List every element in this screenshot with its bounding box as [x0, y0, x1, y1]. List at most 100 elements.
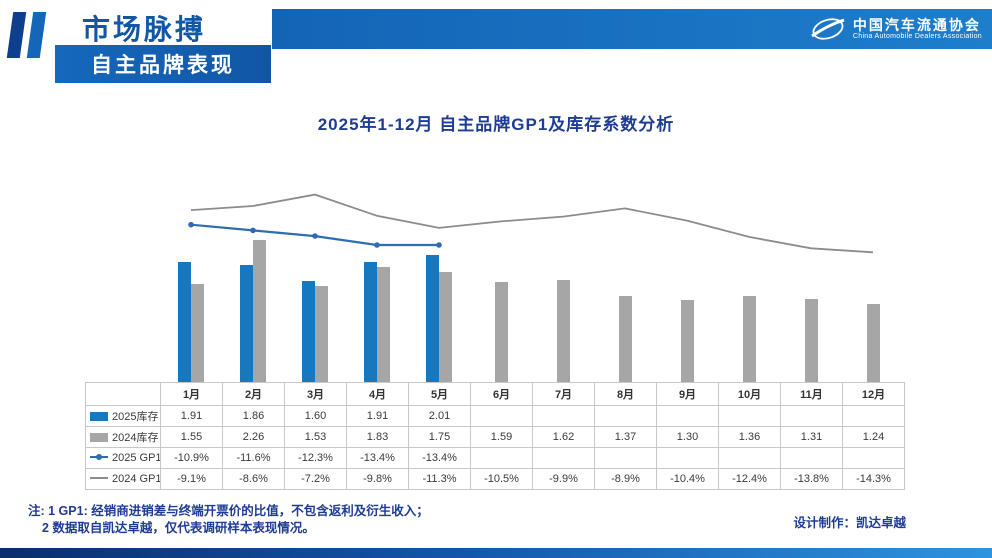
- table-cell: -12.3%: [284, 447, 347, 469]
- series-label-gp1-2025: 2025 GP1: [85, 447, 161, 469]
- chart-plot-area: [160, 148, 904, 382]
- table-cell: 1.60: [284, 405, 347, 427]
- table-cell: 1.86: [222, 405, 285, 427]
- bar-group: [222, 148, 284, 382]
- footnote-1: 注: 1 GP1: 经销商进销差与终端开票价的比值，不包含返利及衍生收入；: [28, 504, 429, 518]
- table-cell: -14.3%: [842, 468, 905, 490]
- table-cell: 1.55: [160, 426, 223, 448]
- bar-inv-2025: [302, 281, 315, 382]
- bar-inv-2024: [556, 280, 570, 382]
- table-cell: -8.6%: [222, 468, 285, 490]
- page-title: 市场脉搏: [82, 14, 207, 45]
- month-header: 7月: [532, 382, 595, 406]
- page-subtitle: 自主品牌表现: [55, 45, 271, 83]
- table-row-gp1-2024: 2024 GP1 -9.1% -8.6% -7.2% -9.8% -11.3% -10.5%…: [85, 468, 905, 490]
- logo-text: 中国汽车流通协会 China Automobile Dealers Associ…: [853, 17, 982, 41]
- month-header: 2月: [222, 382, 285, 406]
- table-cell: -12.4%: [718, 468, 781, 490]
- bar-inv-2025: [426, 255, 439, 382]
- bar-inv-2025: [364, 262, 377, 382]
- table-cell: [532, 447, 595, 469]
- table-cell: [532, 405, 595, 427]
- table-cell: [718, 447, 781, 469]
- bar-inv-2025: [240, 265, 253, 382]
- month-header: 12月: [842, 382, 905, 406]
- bar-inv-2024: [866, 304, 880, 382]
- table-cell: [594, 405, 657, 427]
- table-cell: 1.36: [718, 426, 781, 448]
- bar-inv-2024: [377, 267, 390, 382]
- series-label-inv-2025: 2025库存: [85, 405, 161, 427]
- table-cell: [470, 447, 533, 469]
- bar-inv-2024: [680, 300, 694, 382]
- bar-group: [718, 148, 780, 382]
- cada-logo: 中国汽车流通协会 China Automobile Dealers Associ…: [809, 13, 982, 45]
- table-cell: 1.53: [284, 426, 347, 448]
- bar-group: [780, 148, 842, 382]
- logo-name-en: China Automobile Dealers Association: [852, 33, 982, 41]
- table-cell: -13.4%: [346, 447, 409, 469]
- table-row-inv-2025: 2025库存 1.91 1.86 1.60 1.91 2.01: [85, 405, 905, 427]
- table-cell: -9.9%: [532, 468, 595, 490]
- table-cell: [656, 447, 719, 469]
- table-cell: [842, 405, 905, 427]
- table-cell: [656, 405, 719, 427]
- table-cell: -10.5%: [470, 468, 533, 490]
- footnote-2: 2 数据取自凯达卓越，仅代表调研样本表现情况。: [42, 521, 315, 535]
- cada-logo-globe-icon: [811, 18, 845, 40]
- footnotes: 注: 1 GP1: 经销商进销差与终端开票价的比值，不包含返利及衍生收入； 2 …: [28, 503, 429, 537]
- bar-inv-2024: [804, 299, 818, 382]
- table-row-inv-2024: 2024库存 1.55 2.26 1.53 1.83 1.75 1.59 1.62 1.37 1.…: [85, 426, 905, 448]
- line-marker-gp1-2025: [436, 242, 442, 248]
- header-bar: 中国汽车流通协会 China Automobile Dealers Associ…: [272, 9, 992, 49]
- series-name: 2024 GP1: [112, 473, 161, 485]
- bar-group: [470, 148, 532, 382]
- bottom-gradient-bar: [0, 548, 992, 558]
- legend-marker-dot-icon: [96, 454, 102, 460]
- bar-inv-2025: [178, 262, 191, 382]
- month-header: 3月: [284, 382, 347, 406]
- table-cell: [718, 405, 781, 427]
- bar-group: [284, 148, 346, 382]
- legend-line-swatch-icon: [90, 477, 108, 479]
- table-cell: -11.6%: [222, 447, 285, 469]
- bar-inv-2024: [618, 296, 632, 382]
- table-cell: [780, 405, 843, 427]
- table-cell: [780, 447, 843, 469]
- bar-inv-2024: [315, 286, 328, 382]
- month-header: 11月: [780, 382, 843, 406]
- series-label-inv-2024: 2024库存: [85, 426, 161, 448]
- gp1-line-layer: [188, 193, 874, 254]
- table-cell: [470, 405, 533, 427]
- table-cell: 1.37: [594, 426, 657, 448]
- month-header: 6月: [470, 382, 533, 406]
- table-cell: 1.59: [470, 426, 533, 448]
- table-cell: 1.62: [532, 426, 595, 448]
- month-header: 1月: [160, 382, 223, 406]
- header-deco-bar-icon: [26, 12, 47, 58]
- table-cell: [594, 447, 657, 469]
- table-cell: 1.83: [346, 426, 409, 448]
- bar-inv-2024: [494, 282, 508, 382]
- month-header: 9月: [656, 382, 719, 406]
- table-cell: -10.4%: [656, 468, 719, 490]
- series-label-gp1-2024: 2024 GP1: [85, 468, 161, 490]
- month-header: 5月: [408, 382, 471, 406]
- bar-group: [408, 148, 470, 382]
- table-header-row: 1月 2月 3月 4月 5月 6月 7月 8月 9月 10月 11月 12月: [85, 382, 905, 406]
- table-cell: -8.9%: [594, 468, 657, 490]
- bar-inv-2024: [191, 284, 204, 382]
- logo-name-cn: 中国汽车流通协会: [852, 16, 981, 33]
- line-marker-gp1-2025: [374, 242, 380, 248]
- legend-bar-swatch-icon: [90, 433, 108, 442]
- table-cell: 1.31: [780, 426, 843, 448]
- bar-group: [532, 148, 594, 382]
- series-name: 2024库存: [112, 432, 159, 444]
- chart-title: 2025年1-12月 自主品牌GP1及库存系数分析: [317, 115, 675, 134]
- legend-line-swatch-icon: [90, 454, 108, 460]
- table-cell: -9.8%: [346, 468, 409, 490]
- month-header: 4月: [346, 382, 409, 406]
- table-cell: 2.26: [222, 426, 285, 448]
- series-name: 2025库存: [112, 411, 159, 423]
